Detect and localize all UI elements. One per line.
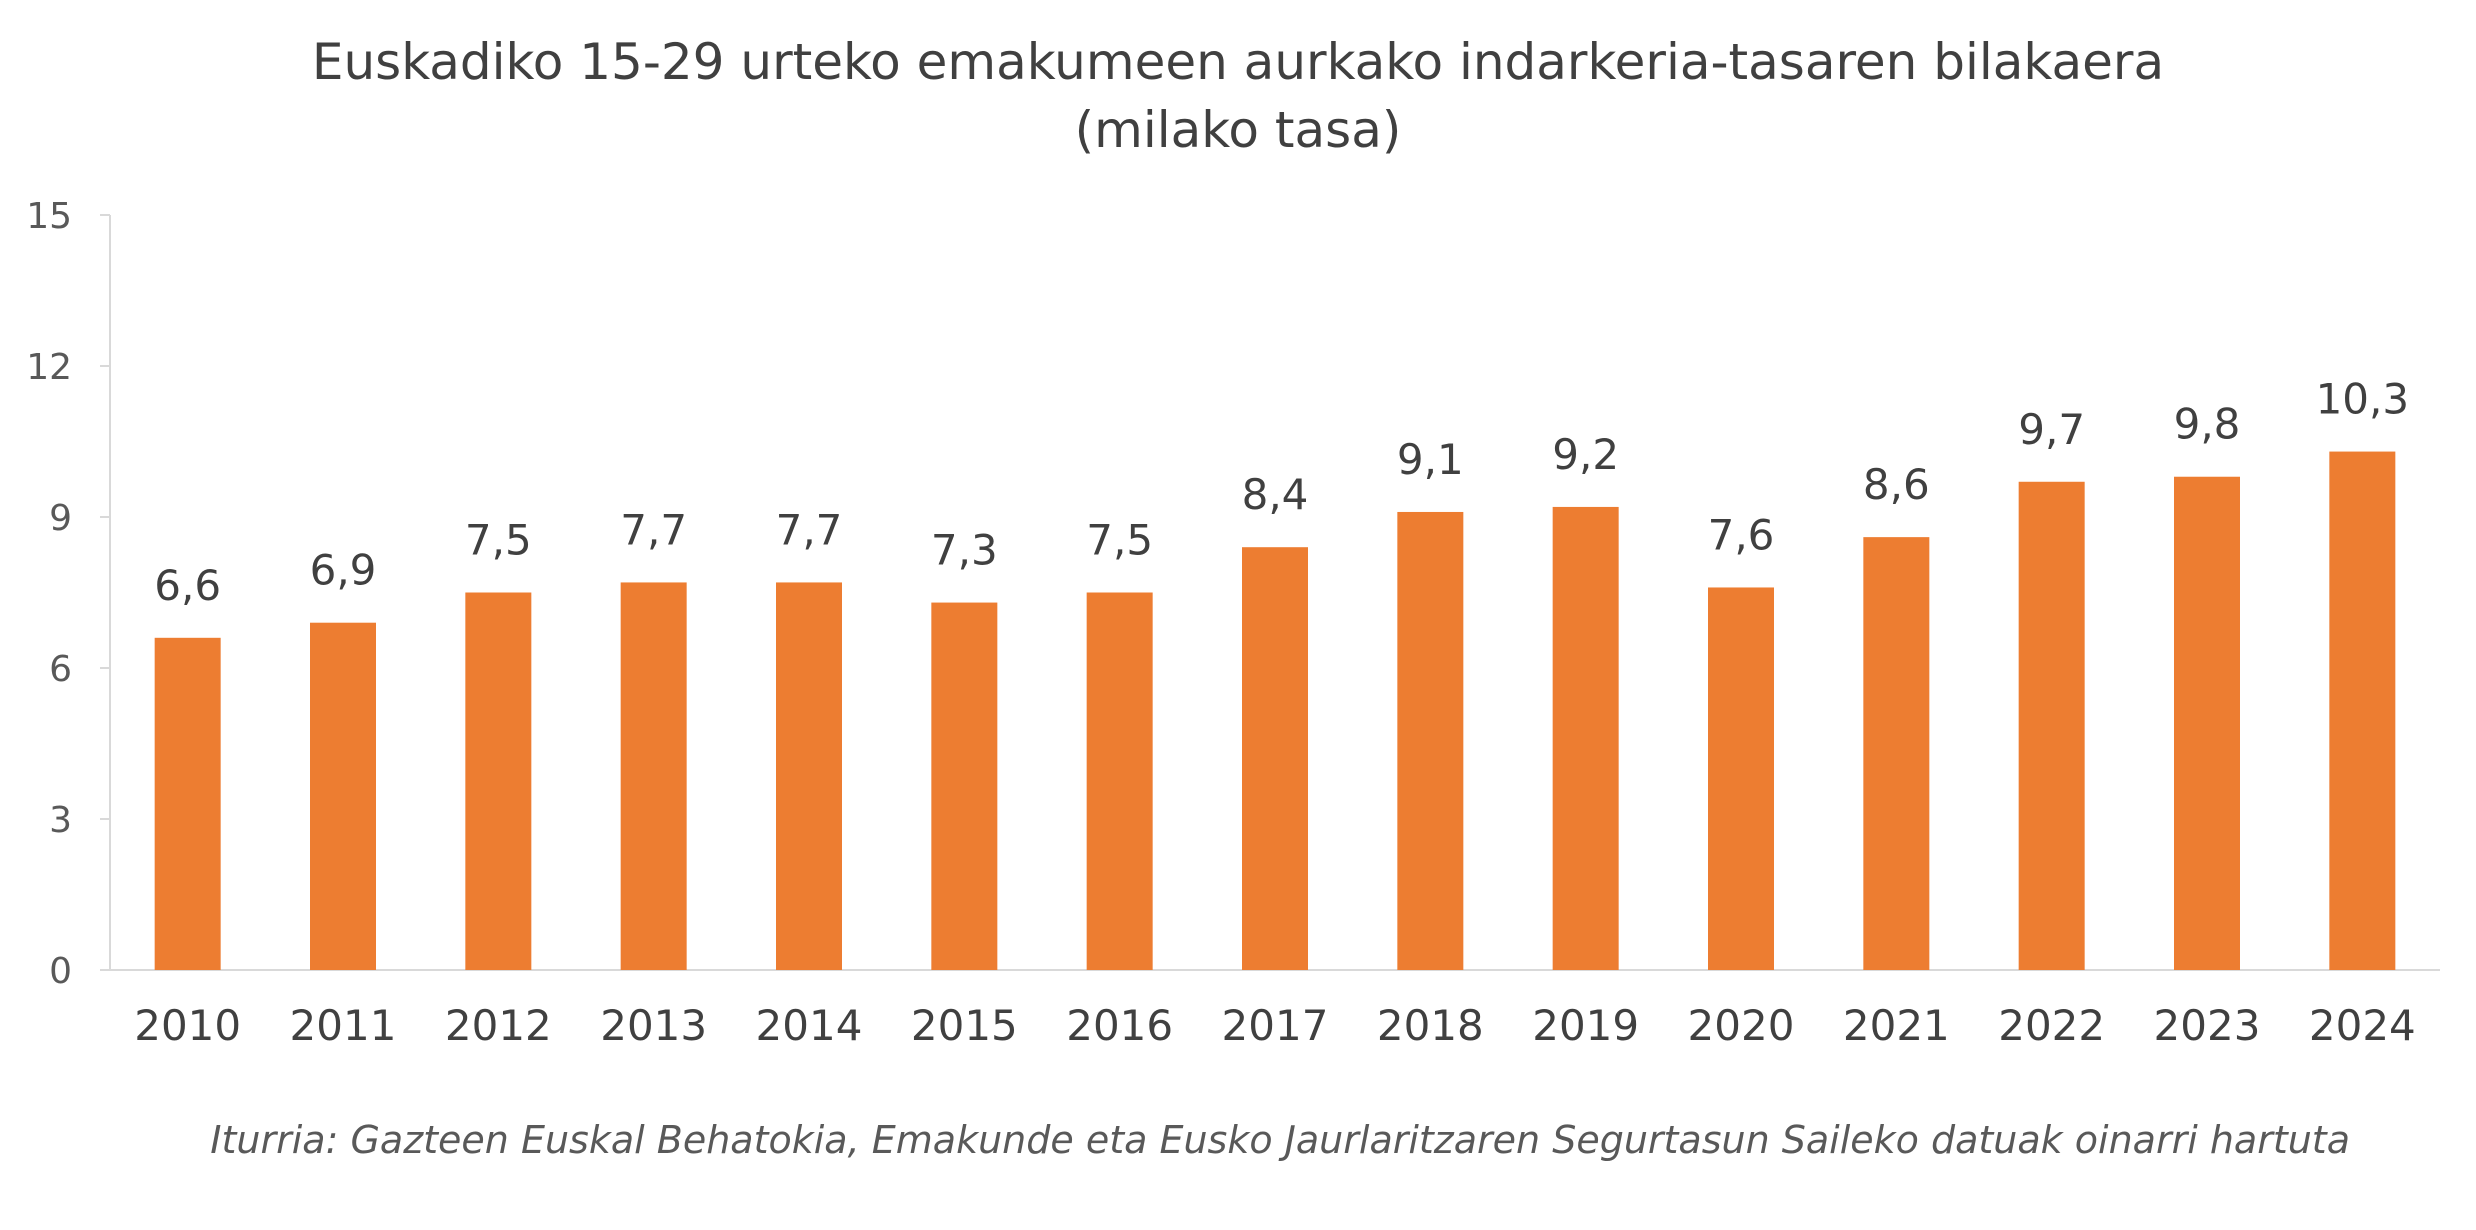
bar-2015 — [931, 602, 998, 970]
x-tick-label-2019: 2019 — [1532, 1001, 1639, 1050]
bar-2014 — [776, 582, 842, 970]
y-tick-label: 0 — [49, 951, 72, 992]
x-tick-label-2010: 2010 — [134, 1001, 241, 1050]
bar-2017 — [1242, 547, 1308, 970]
x-tick-label-2011: 2011 — [290, 1001, 397, 1050]
chart-subtitle: (milako tasa) — [1074, 101, 1402, 159]
data-label-2020: 7,6 — [1708, 510, 1775, 559]
x-tick-label-2015: 2015 — [911, 1001, 1018, 1050]
bar-2012 — [465, 592, 532, 970]
data-label-2024: 10,3 — [2316, 375, 2410, 424]
y-tick-label: 9 — [49, 498, 72, 539]
data-label-2017: 8,4 — [1242, 470, 1309, 519]
y-tick-label: 6 — [49, 649, 72, 690]
x-tick-label-2020: 2020 — [1688, 1001, 1795, 1050]
data-label-2010: 6,6 — [154, 561, 221, 610]
data-label-2016: 7,5 — [1086, 516, 1153, 565]
data-label-2021: 8,6 — [1863, 460, 1930, 509]
bar-2016 — [1086, 592, 1153, 970]
data-label-2018: 9,1 — [1397, 435, 1464, 484]
x-tick-label-2018: 2018 — [1377, 1001, 1484, 1050]
chart-title: Euskadiko 15-29 urteko emakumeen aurkako… — [311, 33, 2165, 91]
x-tick-label-2021: 2021 — [1843, 1001, 1950, 1050]
bar-2020 — [1708, 587, 1774, 970]
bar-2022 — [2018, 481, 2085, 970]
bar-2013 — [620, 582, 687, 970]
data-label-2015: 7,3 — [931, 526, 998, 575]
data-label-2023: 9,8 — [2174, 400, 2241, 449]
data-label-2014: 7,7 — [776, 505, 843, 554]
bar-2021 — [1863, 537, 1930, 970]
bar-2018 — [1397, 511, 1464, 970]
y-tick-label: 15 — [26, 196, 72, 237]
data-label-2019: 9,2 — [1552, 430, 1619, 479]
y-tick-label: 3 — [49, 800, 72, 841]
data-label-2013: 7,7 — [620, 505, 687, 554]
x-tick-label-2017: 2017 — [1222, 1001, 1329, 1050]
x-tick-label-2012: 2012 — [445, 1001, 552, 1050]
x-tick-label-2024: 2024 — [2309, 1001, 2416, 1050]
data-label-2011: 6,9 — [310, 546, 377, 595]
x-tick-label-2014: 2014 — [756, 1001, 863, 1050]
y-tick-label: 12 — [26, 347, 72, 388]
x-tick-label-2022: 2022 — [1998, 1001, 2105, 1050]
x-tick-label-2016: 2016 — [1066, 1001, 1173, 1050]
source-note: Iturria: Gazteen Euskal Behatokia, Emaku… — [210, 1118, 2350, 1162]
bar-2011 — [310, 622, 376, 970]
x-tick-label-2013: 2013 — [600, 1001, 707, 1050]
chart-title-block: Euskadiko 15-29 urteko emakumeen aurkako… — [0, 28, 2476, 164]
chart-bars — [154, 451, 2396, 971]
chart-labels: 6,6 2010 6,9 2011 7,5 2012 7,7 2013 7,7 2014 7,3 20… — [134, 375, 2416, 1050]
data-label-2012: 7,5 — [465, 516, 532, 565]
bar-2024 — [2329, 451, 2396, 971]
bar-2010 — [154, 637, 221, 970]
bar-2019 — [1552, 506, 1619, 970]
x-tick-label-2023: 2023 — [2154, 1001, 2261, 1050]
data-label-2022: 9,7 — [2018, 405, 2085, 454]
bar-2023 — [2174, 476, 2240, 970]
